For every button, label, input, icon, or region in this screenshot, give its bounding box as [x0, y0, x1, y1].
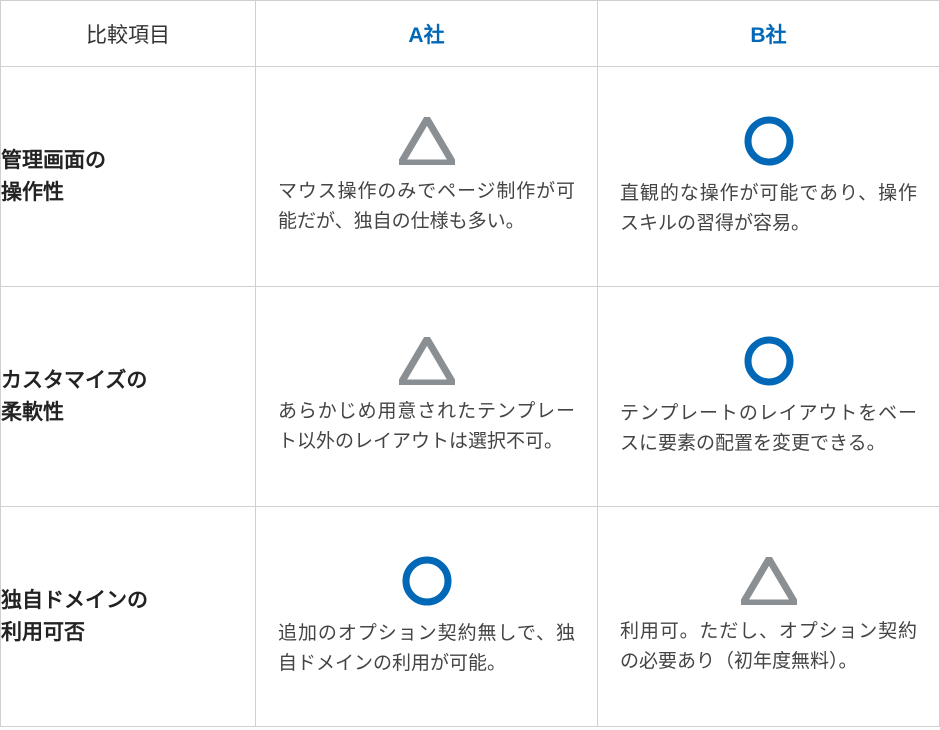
cell-company-b: テンプレートのレイアウトをベースに要素の配置を変更できる。: [598, 287, 940, 507]
header-comparison-item: 比較項目: [1, 1, 256, 67]
triangle-icon: [741, 557, 797, 605]
triangle-icon: [399, 337, 455, 385]
cell-content: マウス操作のみでページ制作が可能だが、独自の仕様も多い。: [256, 67, 597, 286]
cell-company-b: 直観的な操作が可能であり、操作スキルの習得が容易。: [598, 67, 940, 287]
cell-content: 直観的な操作が可能であり、操作スキルの習得が容易。: [598, 67, 939, 286]
cell-description: あらかじめ用意されたテンプレート以外のレイアウトは選択不可。: [278, 397, 575, 456]
circle-icon: [401, 555, 453, 607]
cell-content: 追加のオプション契約無しで、独自ドメインの利用が可能。: [256, 507, 597, 726]
header-row: 比較項目 A社 B社: [1, 1, 940, 67]
comparison-table: 比較項目 A社 B社 管理画面の操作性マウス操作のみでページ制作が可能だが、独自…: [0, 0, 940, 727]
table-row: カスタマイズの柔軟性あらかじめ用意されたテンプレート以外のレイアウトは選択不可。…: [1, 287, 940, 507]
table-row: 独自ドメインの利用可否追加のオプション契約無しで、独自ドメインの利用が可能。利用…: [1, 507, 940, 727]
cell-description: 追加のオプション契約無しで、独自ドメインの利用が可能。: [278, 619, 575, 678]
circle-icon: [743, 115, 795, 167]
cell-description: 利用可。ただし、オプション契約の必要あり（初年度無料）。: [620, 617, 917, 676]
row-label: カスタマイズの柔軟性: [1, 287, 256, 507]
cell-company-a: 追加のオプション契約無しで、独自ドメインの利用が可能。: [256, 507, 598, 727]
cell-content: テンプレートのレイアウトをベースに要素の配置を変更できる。: [598, 287, 939, 506]
cell-description: 直観的な操作が可能であり、操作スキルの習得が容易。: [620, 179, 917, 238]
circle-icon: [743, 335, 795, 387]
row-label: 独自ドメインの利用可否: [1, 507, 256, 727]
cell-company-a: マウス操作のみでページ制作が可能だが、独自の仕様も多い。: [256, 67, 598, 287]
row-label: 管理画面の操作性: [1, 67, 256, 287]
cell-description: テンプレートのレイアウトをベースに要素の配置を変更できる。: [620, 399, 917, 458]
cell-company-a: あらかじめ用意されたテンプレート以外のレイアウトは選択不可。: [256, 287, 598, 507]
header-company-b: B社: [598, 1, 940, 67]
cell-content: あらかじめ用意されたテンプレート以外のレイアウトは選択不可。: [256, 287, 597, 506]
cell-content: 利用可。ただし、オプション契約の必要あり（初年度無料）。: [598, 507, 939, 726]
table-row: 管理画面の操作性マウス操作のみでページ制作が可能だが、独自の仕様も多い。直観的な…: [1, 67, 940, 287]
header-company-a: A社: [256, 1, 598, 67]
cell-description: マウス操作のみでページ制作が可能だが、独自の仕様も多い。: [278, 177, 575, 236]
triangle-icon: [399, 117, 455, 165]
cell-company-b: 利用可。ただし、オプション契約の必要あり（初年度無料）。: [598, 507, 940, 727]
